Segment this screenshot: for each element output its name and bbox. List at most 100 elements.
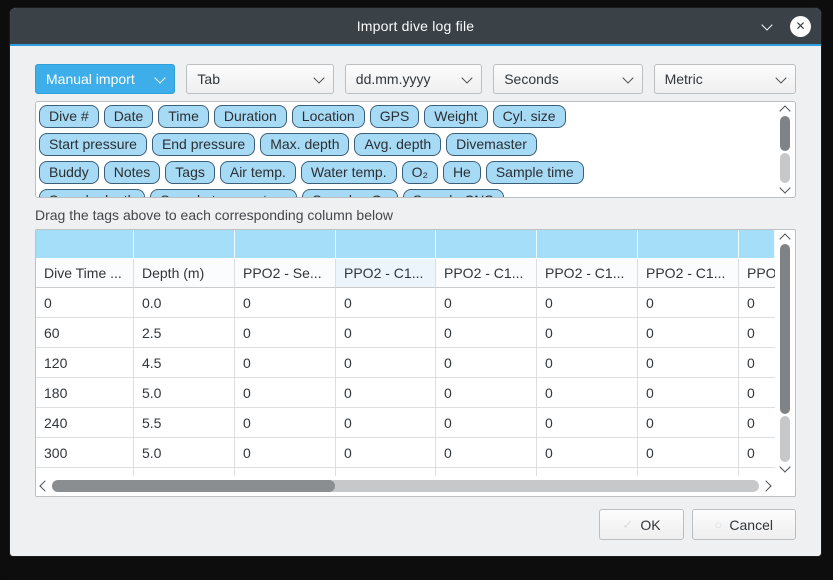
drag-tag[interactable]: Tags [165,161,215,184]
column-drop-target[interactable] [739,230,775,259]
column-header[interactable]: PPO2 - C1... [638,259,739,288]
table-hscrollbar-track[interactable] [52,480,759,492]
drag-tag[interactable]: O₂ [401,161,438,184]
drag-tag[interactable]: Notes [103,161,161,184]
tags-scrollbar-track[interactable] [780,116,790,183]
drag-tag[interactable]: Water temp. [300,161,397,184]
table-horizontal-scrollbar[interactable] [36,476,775,496]
drag-tag[interactable]: Date [103,105,154,128]
import-settings-toolbar: Manual import Tab dd.mm.yyyy Seconds Met… [35,64,796,94]
column-drop-target[interactable] [36,230,134,259]
combo-field-separator-value: Tab [197,71,220,87]
column-drop-target[interactable] [134,230,235,259]
cancel-button[interactable]: ○ Cancel [691,509,796,540]
drag-tag[interactable]: Weight [424,105,488,128]
drag-tag[interactable]: Time [158,105,209,128]
combo-duration-format[interactable]: Seconds [493,64,643,94]
column-header[interactable]: Depth (m) [134,259,235,288]
scroll-left-icon[interactable] [39,480,51,492]
table-cell: 0 [638,378,739,408]
table-cell: 0 [436,408,537,438]
table-cell: 0 [537,348,638,378]
column-drop-target[interactable] [537,230,638,259]
scroll-up-icon[interactable] [779,233,791,245]
drag-tag[interactable]: Dive # [39,105,99,128]
drag-tag[interactable]: Cyl. size [492,105,566,128]
column-header[interactable]: Dive Time ... [36,259,134,288]
table-vscrollbar-track[interactable] [780,244,790,462]
chevron-down-icon [761,18,773,31]
table-row-clipped [36,468,775,476]
tags-scrollbar[interactable] [775,102,795,197]
drag-tag[interactable]: Sample time [485,161,584,184]
scroll-up-icon[interactable] [779,105,791,117]
dialog-buttons: ✓ OK ○ Cancel [35,509,796,540]
column-drop-target[interactable] [436,230,537,259]
column-drop-target[interactable] [336,230,436,259]
drag-tag[interactable]: Duration [213,105,287,128]
combo-import-mode-value: Manual import [46,71,135,87]
table-cell: 0 [739,348,775,378]
scroll-right-icon[interactable] [760,480,772,492]
tags-scrollbar-thumb[interactable] [780,116,790,151]
window-menu-button[interactable] [758,17,776,35]
table-cell: 0 [235,318,336,348]
table-cell: 0 [739,288,775,318]
drag-tag[interactable]: Sample depth [39,189,146,197]
tags-scrollbar-rest [780,152,790,183]
table-cell: 5.0 [134,378,235,408]
drag-tag[interactable]: Air temp. [219,161,296,184]
tag-row-clipped: Sample depth Sample temperature Sample p… [39,189,773,197]
column-drop-target[interactable] [235,230,336,259]
close-button[interactable]: ✕ [790,15,811,37]
drag-tag[interactable]: End pressure [151,133,256,156]
table-cell: 0 [537,438,638,468]
drag-tag[interactable]: Sample pO₂ [302,189,398,197]
tag-row: Dive # Date Time Duration Location GPS W… [39,105,773,128]
drag-tag[interactable]: Max. depth [260,133,350,156]
column-header[interactable]: PPO2 - Se... [235,259,336,288]
drag-tag[interactable]: Start pressure [39,133,147,156]
column-header[interactable]: PPO2 - C1... [436,259,537,288]
import-dive-log-dialog: Import dive log file ✕ Manual import Tab… [10,8,821,556]
ok-button[interactable]: ✓ OK [599,509,684,540]
combo-field-separator[interactable]: Tab [186,64,334,94]
drag-tag[interactable]: Avg. depth [354,133,442,156]
table-cell: 0 [336,288,436,318]
scroll-down-icon[interactable] [779,182,791,194]
column-header[interactable]: PPO2 - C1... [336,259,436,288]
table-cell: 0 [336,378,436,408]
cancel-button-label: Cancel [729,516,773,533]
table-cell: 0 [436,318,537,348]
drag-tag[interactable]: Sample CNS [402,189,504,197]
preview-table-grid: Dive Time ... Depth (m) PPO2 - Se... PPO… [36,230,775,476]
column-drop-row [36,230,775,259]
drag-tag[interactable]: He [442,161,481,184]
table-cell: 0 [336,408,436,438]
table-cell: 0 [739,378,775,408]
drag-tag[interactable]: Divemaster [446,133,537,156]
column-header[interactable]: PPO2 - C1... [537,259,638,288]
table-cell: 60 [36,318,134,348]
chevron-down-icon [621,71,634,84]
table-row: 60 2.5 0 0 0 0 0 0 [36,318,775,348]
titlebar[interactable]: Import dive log file ✕ [10,8,821,44]
table-row: 0 0.0 0 0 0 0 0 0 [36,288,775,318]
combo-date-format[interactable]: dd.mm.yyyy [344,64,483,94]
table-vertical-scrollbar[interactable] [775,230,795,476]
table-vscrollbar-thumb[interactable] [780,244,790,415]
drag-tag[interactable]: Location [291,105,365,128]
drag-tag[interactable]: Sample temperature [150,189,298,197]
table-hscrollbar-thumb[interactable] [52,480,335,492]
table-cell: 0 [235,438,336,468]
drag-tag[interactable]: Buddy [39,161,99,184]
column-header[interactable]: PPO2 [739,259,775,288]
column-drop-target[interactable] [638,230,739,259]
combo-units[interactable]: Metric [653,64,796,94]
table-cell: 0 [436,288,537,318]
tags-list: Dive # Date Time Duration Location GPS W… [39,105,773,197]
combo-import-mode[interactable]: Manual import [35,64,176,94]
table-cell: 0.0 [134,288,235,318]
drag-tag[interactable]: GPS [369,105,420,128]
scroll-down-icon[interactable] [779,461,791,473]
